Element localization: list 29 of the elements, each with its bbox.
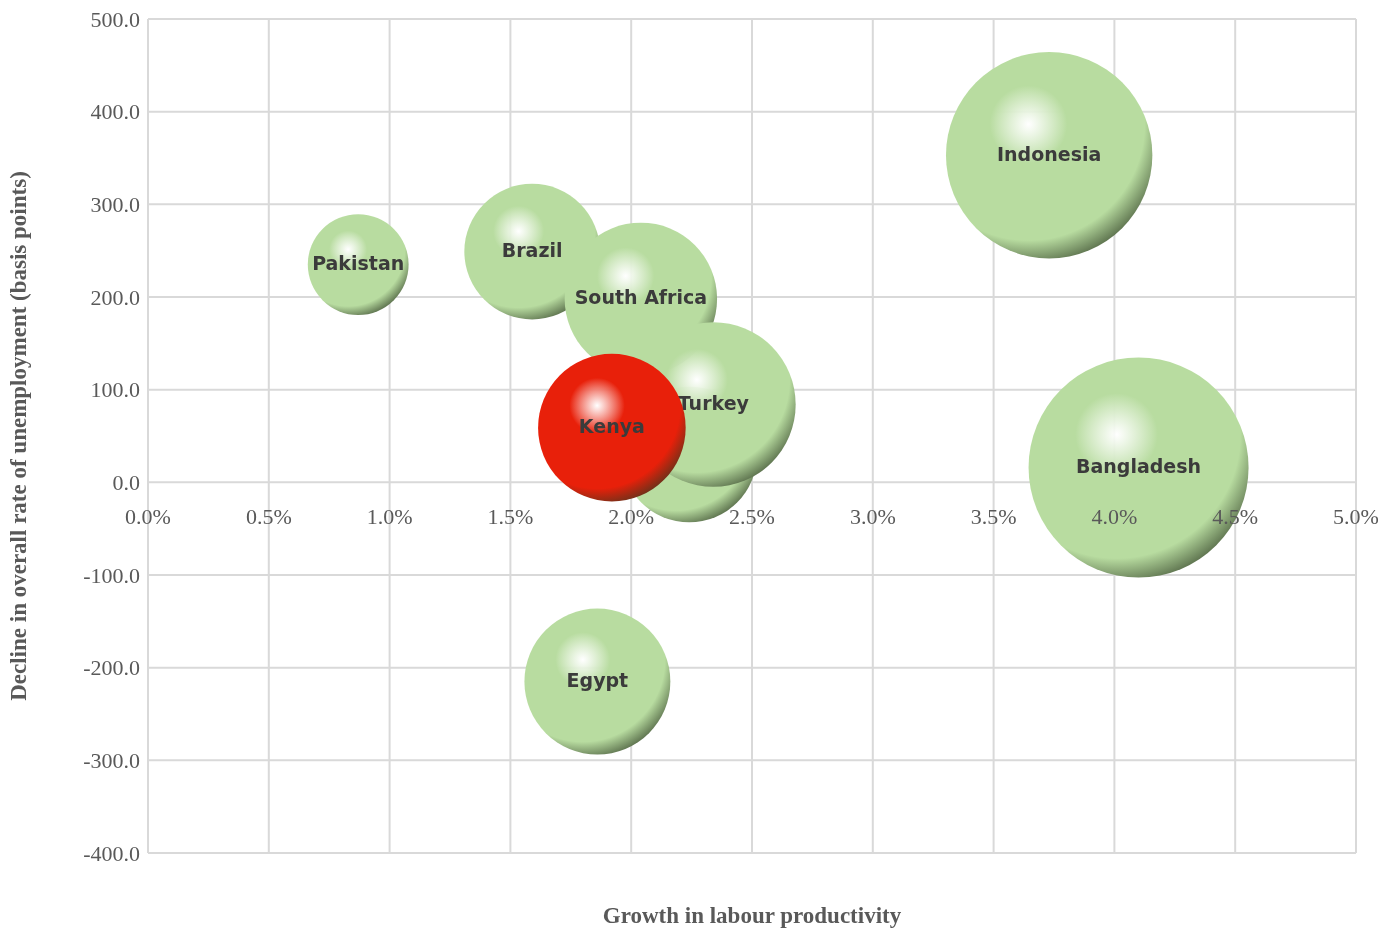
x-tick-label: 3.0% bbox=[849, 504, 896, 530]
y-axis-title: Decline in overall rate of unemployment (basis points) bbox=[6, 171, 32, 701]
x-tick-label: 0.0% bbox=[125, 504, 171, 530]
x-tick-label: 2.5% bbox=[729, 504, 775, 530]
x-tick-label: 4.0% bbox=[1091, 504, 1138, 530]
y-tick-label: -400.0 bbox=[83, 840, 140, 866]
y-tick-label: 100.0 bbox=[90, 377, 140, 403]
x-tick-label: 0.5% bbox=[245, 504, 292, 530]
series-label: South Africa bbox=[574, 286, 708, 309]
series-label: Pakistan bbox=[312, 252, 405, 275]
y-tick-label: 200.0 bbox=[90, 284, 140, 310]
y-tick-label: -100.0 bbox=[83, 562, 140, 588]
series-label: Brazil bbox=[501, 239, 563, 262]
series-label: Bangladesh bbox=[1076, 455, 1202, 478]
series-label: Indonesia bbox=[997, 142, 1102, 165]
y-tick-label: 400.0 bbox=[90, 99, 140, 125]
x-tick-label: 3.5% bbox=[970, 504, 1017, 530]
x-tick-label: 1.0% bbox=[366, 504, 413, 530]
series-label: Kenya bbox=[578, 415, 645, 438]
series-label: Egypt bbox=[566, 669, 629, 692]
x-tick-label: 5.0% bbox=[1333, 504, 1379, 530]
x-tick-label: 1.5% bbox=[487, 504, 534, 530]
y-tick-label: 500.0 bbox=[90, 6, 140, 32]
x-axis-title: Growth in labour productivity bbox=[602, 903, 902, 928]
y-tick-label: -300.0 bbox=[83, 748, 140, 774]
y-tick-label: 300.0 bbox=[90, 192, 140, 218]
y-tick-label: 0.0 bbox=[112, 470, 140, 496]
x-tick-label: 2.0% bbox=[608, 504, 655, 530]
y-tick-label: -200.0 bbox=[83, 655, 140, 681]
